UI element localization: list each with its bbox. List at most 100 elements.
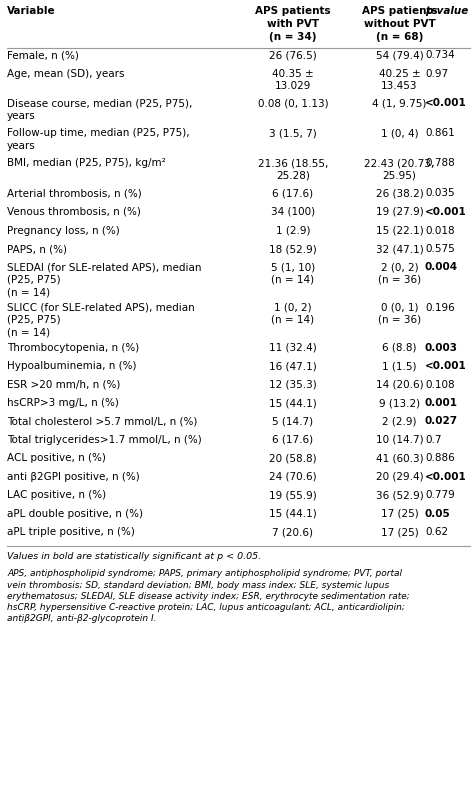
Text: 1 (0, 2)
(n = 14): 1 (0, 2) (n = 14)	[272, 303, 315, 325]
Text: 1 (0, 4): 1 (0, 4)	[381, 128, 419, 139]
Text: 0.027: 0.027	[425, 417, 458, 426]
Text: 0.004: 0.004	[425, 263, 458, 272]
Text: hsCRP>3 mg/L, n (%): hsCRP>3 mg/L, n (%)	[7, 398, 119, 408]
Text: Pregnancy loss, n (%): Pregnancy loss, n (%)	[7, 226, 120, 235]
Text: 17 (25): 17 (25)	[381, 509, 419, 519]
Text: 5 (1, 10)
(n = 14): 5 (1, 10) (n = 14)	[271, 263, 315, 285]
Text: 0.108: 0.108	[425, 380, 455, 389]
Text: 15 (44.1): 15 (44.1)	[269, 398, 317, 408]
Text: Values in bold are statistically significant at p < 0.05.: Values in bold are statistically signifi…	[7, 552, 261, 561]
Text: 0.97: 0.97	[425, 69, 448, 78]
Text: 6 (17.6): 6 (17.6)	[273, 435, 314, 445]
Text: APS, antiphospholipid syndrome; PAPS, primary antiphospholipid syndrome; PVT, po: APS, antiphospholipid syndrome; PAPS, pr…	[7, 570, 410, 623]
Text: 0.62: 0.62	[425, 528, 448, 537]
Text: aPL double positive, n (%): aPL double positive, n (%)	[7, 509, 143, 519]
Text: 2 (0, 2)
(n = 36): 2 (0, 2) (n = 36)	[378, 263, 421, 285]
Text: 3 (1.5, 7): 3 (1.5, 7)	[269, 128, 317, 139]
Text: ESR >20 mm/h, n (%): ESR >20 mm/h, n (%)	[7, 380, 120, 389]
Text: <0.001: <0.001	[425, 361, 467, 371]
Text: 0.734: 0.734	[425, 50, 455, 60]
Text: 0.575: 0.575	[425, 244, 455, 254]
Text: 1 (2.9): 1 (2.9)	[276, 226, 310, 235]
Text: 24 (70.6): 24 (70.6)	[269, 472, 317, 482]
Text: 15 (44.1): 15 (44.1)	[269, 509, 317, 519]
Text: 0.779: 0.779	[425, 490, 455, 501]
Text: p-value: p-value	[425, 6, 468, 16]
Text: PAPS, n (%): PAPS, n (%)	[7, 244, 67, 254]
Text: <0.001: <0.001	[425, 207, 467, 217]
Text: 18 (52.9): 18 (52.9)	[269, 244, 317, 254]
Text: 19 (55.9): 19 (55.9)	[269, 490, 317, 501]
Text: 17 (25): 17 (25)	[381, 528, 419, 537]
Text: APS patients
with PVT
(n = 34): APS patients with PVT (n = 34)	[255, 6, 331, 42]
Text: 0.7: 0.7	[425, 435, 441, 445]
Text: 26 (38.2): 26 (38.2)	[375, 188, 423, 199]
Text: 34 (100): 34 (100)	[271, 207, 315, 217]
Text: Hypoalbuminemia, n (%): Hypoalbuminemia, n (%)	[7, 361, 137, 371]
Text: 0.003: 0.003	[425, 343, 458, 352]
Text: Variable: Variable	[7, 6, 55, 16]
Text: 0.08 (0, 1.13): 0.08 (0, 1.13)	[258, 99, 328, 108]
Text: 20 (58.8): 20 (58.8)	[269, 453, 317, 464]
Text: 0.861: 0.861	[425, 128, 455, 139]
Text: BMI, median (P25, P75), kg/m²: BMI, median (P25, P75), kg/m²	[7, 159, 166, 168]
Text: Arterial thrombosis, n (%): Arterial thrombosis, n (%)	[7, 188, 142, 199]
Text: Follow-up time, median (P25, P75),
years: Follow-up time, median (P25, P75), years	[7, 128, 190, 151]
Text: <0.001: <0.001	[425, 99, 467, 108]
Text: 12 (35.3): 12 (35.3)	[269, 380, 317, 389]
Text: 0.788: 0.788	[425, 159, 455, 168]
Text: 5 (14.7): 5 (14.7)	[273, 417, 314, 426]
Text: 21.36 (18.55,
25.28): 21.36 (18.55, 25.28)	[258, 159, 328, 181]
Text: 41 (60.3): 41 (60.3)	[376, 453, 423, 464]
Text: Age, mean (SD), years: Age, mean (SD), years	[7, 69, 125, 78]
Text: 11 (32.4): 11 (32.4)	[269, 343, 317, 352]
Text: 36 (52.9): 36 (52.9)	[375, 490, 423, 501]
Text: 1 (1.5): 1 (1.5)	[382, 361, 417, 371]
Text: 15 (22.1): 15 (22.1)	[375, 226, 423, 235]
Text: ACL positive, n (%): ACL positive, n (%)	[7, 453, 106, 464]
Text: SLEDAI (for SLE-related APS), median
(P25, P75)
(n = 14): SLEDAI (for SLE-related APS), median (P2…	[7, 263, 201, 297]
Text: 20 (29.4): 20 (29.4)	[376, 472, 423, 482]
Text: Disease course, median (P25, P75),
years: Disease course, median (P25, P75), years	[7, 99, 192, 121]
Text: 0.196: 0.196	[425, 303, 455, 312]
Text: 6 (17.6): 6 (17.6)	[273, 188, 314, 199]
Text: 6 (8.8): 6 (8.8)	[382, 343, 417, 352]
Text: LAC positive, n (%): LAC positive, n (%)	[7, 490, 106, 501]
Text: SLICC (for SLE-related APS), median
(P25, P75)
(n = 14): SLICC (for SLE-related APS), median (P25…	[7, 303, 195, 337]
Text: 0.05: 0.05	[425, 509, 451, 519]
Text: 7 (20.6): 7 (20.6)	[273, 528, 313, 537]
Text: 4 (1, 9.75): 4 (1, 9.75)	[372, 99, 427, 108]
Text: 2 (2.9): 2 (2.9)	[382, 417, 417, 426]
Text: 9 (13.2): 9 (13.2)	[379, 398, 420, 408]
Text: 22.43 (20.73,
25.95): 22.43 (20.73, 25.95)	[365, 159, 435, 181]
Text: 26 (76.5): 26 (76.5)	[269, 50, 317, 60]
Text: 14 (20.6): 14 (20.6)	[376, 380, 423, 389]
Text: Total triglycerides>1.7 mmol/L, n (%): Total triglycerides>1.7 mmol/L, n (%)	[7, 435, 202, 445]
Text: Total cholesterol >5.7 mmol/L, n (%): Total cholesterol >5.7 mmol/L, n (%)	[7, 417, 197, 426]
Text: 40.35 ±
13.029: 40.35 ± 13.029	[272, 69, 314, 91]
Text: 16 (47.1): 16 (47.1)	[269, 361, 317, 371]
Text: 0.018: 0.018	[425, 226, 455, 235]
Text: Venous thrombosis, n (%): Venous thrombosis, n (%)	[7, 207, 141, 217]
Text: <0.001: <0.001	[425, 472, 467, 482]
Text: 0 (0, 1)
(n = 36): 0 (0, 1) (n = 36)	[378, 303, 421, 325]
Text: anti β2GPI positive, n (%): anti β2GPI positive, n (%)	[7, 472, 140, 482]
Text: 0.886: 0.886	[425, 453, 455, 464]
Text: Thrombocytopenia, n (%): Thrombocytopenia, n (%)	[7, 343, 139, 352]
Text: 40.25 ±
13.453: 40.25 ± 13.453	[379, 69, 420, 91]
Text: 32 (47.1): 32 (47.1)	[375, 244, 423, 254]
Text: aPL triple positive, n (%): aPL triple positive, n (%)	[7, 528, 135, 537]
Text: Female, n (%): Female, n (%)	[7, 50, 79, 60]
Text: 19 (27.9): 19 (27.9)	[375, 207, 423, 217]
Text: APS patients
without PVT
(n = 68): APS patients without PVT (n = 68)	[362, 6, 438, 42]
Text: 54 (79.4): 54 (79.4)	[375, 50, 423, 60]
Text: 10 (14.7): 10 (14.7)	[376, 435, 423, 445]
Text: 0.035: 0.035	[425, 188, 455, 199]
Text: 0.001: 0.001	[425, 398, 458, 408]
